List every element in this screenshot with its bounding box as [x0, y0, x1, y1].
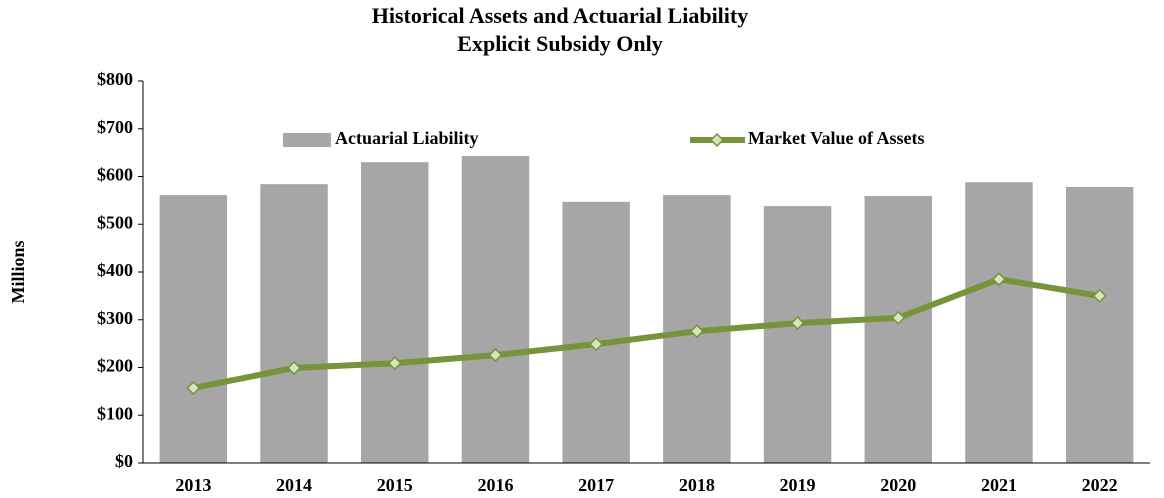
bar	[260, 184, 328, 463]
y-tick-label: $700	[97, 117, 133, 137]
x-tick-label: 2017	[578, 475, 614, 495]
bar	[864, 196, 932, 463]
chart-subtitle: Explicit Subsidy Only	[457, 31, 662, 56]
bar	[562, 201, 630, 463]
marker	[790, 316, 805, 331]
marker	[1092, 288, 1107, 303]
legend-label: Actuarial Liability	[335, 128, 479, 148]
marker	[488, 348, 503, 363]
marker	[387, 356, 402, 371]
y-tick-label: $0	[115, 451, 133, 471]
x-tick-label: 2014	[276, 475, 312, 495]
x-tick-label: 2020	[880, 475, 916, 495]
x-tick-label: 2021	[981, 475, 1017, 495]
y-tick-label: $300	[97, 308, 133, 328]
y-tick-label: $800	[97, 69, 133, 89]
y-tick-label: $400	[97, 260, 133, 280]
y-tick-label: $500	[97, 212, 133, 232]
marker	[186, 380, 201, 396]
x-tick-label: 2015	[377, 475, 413, 495]
y-tick-label: $200	[97, 356, 133, 376]
legend-label: Market Value of Assets	[748, 128, 925, 148]
marker	[286, 360, 302, 376]
bar	[1065, 187, 1134, 463]
marker	[689, 324, 704, 339]
x-tick-label: 2019	[780, 475, 816, 495]
y-tick-label: $100	[97, 403, 133, 423]
y-axis-label: Millions	[8, 240, 28, 303]
x-tick-label: 2013	[175, 475, 211, 495]
bar	[461, 155, 530, 463]
x-tick-label: 2016	[477, 475, 513, 495]
chart-title: Historical Assets and Actuarial Liabilit…	[372, 3, 748, 28]
x-tick-label: 2018	[679, 475, 715, 495]
bar	[159, 195, 228, 463]
marker	[991, 272, 1007, 287]
bar	[763, 206, 832, 464]
legend-marker	[709, 132, 725, 148]
bar	[361, 162, 429, 464]
legend-swatch	[283, 133, 331, 147]
bar	[965, 182, 1033, 464]
marker	[891, 310, 906, 325]
marker	[589, 337, 604, 352]
line	[192, 276, 1101, 391]
x-tick-label: 2022	[1082, 475, 1118, 495]
y-tick-label: $600	[97, 165, 133, 185]
